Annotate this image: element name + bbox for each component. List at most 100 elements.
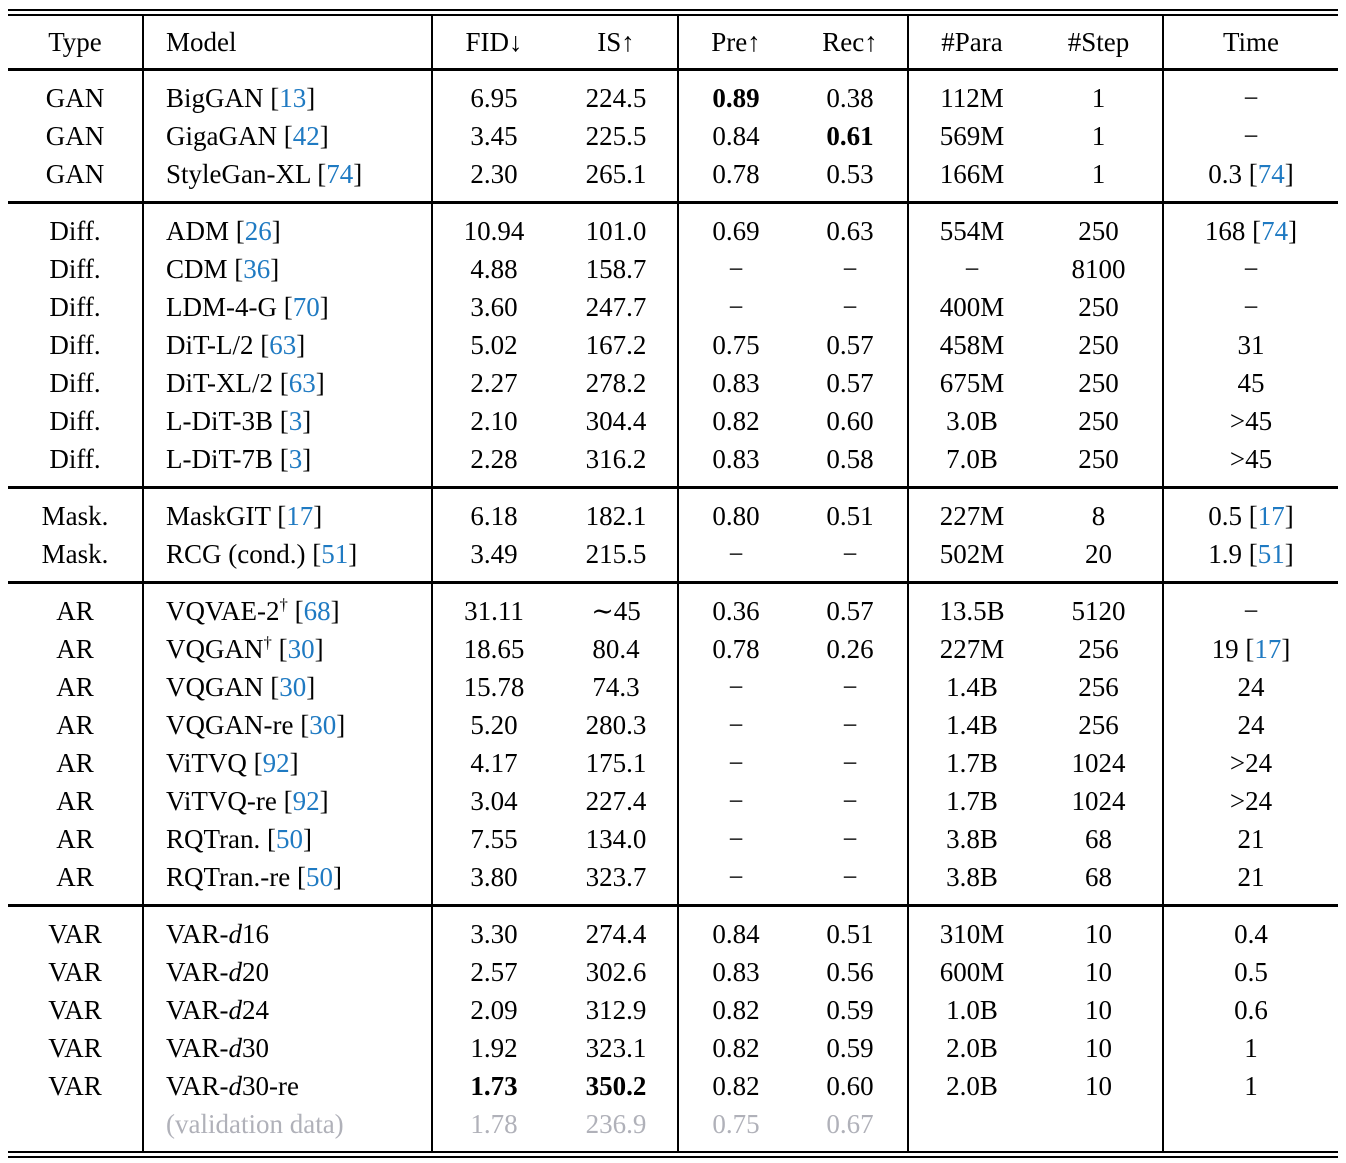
col-header-para: #Para: [908, 16, 1035, 71]
cell-is: 280.3: [555, 706, 679, 744]
cell-para: 1.0B: [946, 994, 998, 1025]
cell-fid: 2.30: [470, 158, 518, 189]
citation-link[interactable]: 26: [244, 215, 272, 246]
cell-fid: 4.88: [470, 253, 518, 284]
cell-step: 68: [1035, 820, 1164, 858]
cell-type: Diff.: [8, 250, 144, 288]
cell-fid: 10.94: [432, 201, 555, 250]
cell-model: RQTran. [50]: [143, 820, 433, 858]
cell-time: 0.5: [1234, 956, 1268, 987]
cell-rec: −: [793, 858, 909, 906]
citation-link[interactable]: 50: [276, 823, 304, 854]
cell-fid: 31.11: [432, 581, 555, 630]
cell-is: 350.2: [555, 1067, 679, 1105]
cell-model: ADM [26]: [143, 201, 433, 250]
citation-link[interactable]: 17: [1254, 633, 1282, 664]
cell-pre: −: [728, 861, 744, 892]
cell-pre: 0.82: [712, 994, 760, 1025]
cell-para: 554M: [908, 201, 1035, 250]
table-header: Type Model FID↓ IS↑ Pre↑ Rec↑ #Para #Ste…: [8, 16, 1338, 71]
cell-step: 10: [1035, 991, 1164, 1029]
citation-link[interactable]: 92: [292, 785, 320, 816]
cell-pre: −: [728, 253, 744, 284]
cell-rec: 0.61: [793, 117, 909, 155]
citation-link[interactable]: 51: [321, 538, 349, 569]
cell-para: 2.0B: [946, 1032, 998, 1063]
cell-step: 250: [1035, 440, 1164, 488]
citation-link[interactable]: 3: [288, 405, 303, 436]
cell-type: Diff.: [8, 402, 144, 440]
cell-type: Mask.: [8, 535, 144, 583]
citation-link[interactable]: 74: [1257, 158, 1285, 189]
cell-para: 13.5B: [908, 581, 1035, 630]
cell-para: 227M: [908, 486, 1035, 535]
citation-link[interactable]: 74: [326, 158, 354, 189]
citation-link[interactable]: 36: [243, 253, 271, 284]
citation-link[interactable]: 51: [1257, 538, 1285, 569]
cell-step: 10: [1035, 953, 1164, 991]
cell-fid: 5.20: [470, 709, 518, 740]
cell-pre: 0.36: [678, 581, 793, 630]
citation-link[interactable]: 68: [303, 595, 331, 626]
cell-type: GAN: [8, 117, 144, 155]
cell-model: VQGAN [30]: [143, 668, 433, 706]
citation-link[interactable]: 3: [288, 443, 303, 474]
cell-is: 175.1: [555, 744, 679, 782]
cell-model: DiT-L/2 [63]: [143, 326, 433, 364]
cell-fid: 2.28: [470, 443, 518, 474]
cell-time: −: [1243, 82, 1259, 113]
cell-time: 0.4: [1163, 904, 1338, 953]
cell-fid: 2.10: [470, 405, 518, 436]
table-row: VAR VAR-d30 1.92 323.1 0.82 0.59 2.0B 10 1: [8, 1029, 1338, 1067]
cell-is: 182.1: [555, 486, 679, 535]
cell-rec: 0.59: [793, 1029, 909, 1067]
cell-para: 458M: [939, 329, 1005, 360]
cell-pre: 0.82: [712, 1032, 760, 1063]
table-row: Diff. L-DiT-3B [3] 2.10 304.4 0.82 0.60 3.0B 25…: [8, 402, 1338, 440]
citation-link[interactable]: 13: [279, 82, 307, 113]
table-bottom-rule: [8, 1151, 1338, 1158]
table-row: VAR VAR-d16 3.30 274.4 0.84 0.51 310M 10 0.4: [8, 904, 1338, 953]
cell-step: 256: [1035, 630, 1164, 668]
cell-fid: 2.57: [470, 956, 518, 987]
citation-link[interactable]: 50: [305, 861, 333, 892]
citation-link[interactable]: 63: [269, 329, 297, 360]
citation-link[interactable]: 70: [292, 291, 320, 322]
cell-pre: −: [728, 785, 744, 816]
cell-is: 80.4: [555, 630, 679, 668]
cell-para: 2.0B: [946, 1070, 998, 1101]
cell-pre: −: [728, 538, 744, 569]
table-row: AR ViTVQ-re [92] 3.04 227.4 − − 1.7B 1024 >24: [8, 782, 1338, 820]
cell-pre: 0.78: [712, 158, 760, 189]
cell-model: StyleGan-XL [74]: [143, 155, 433, 203]
citation-link[interactable]: 30: [309, 709, 337, 740]
cell-type: AR: [8, 858, 144, 906]
cell-is: 74.3: [555, 668, 679, 706]
cell-para: 310M: [908, 904, 1035, 953]
cell-rec: −: [793, 782, 909, 820]
cell-rec: 0.57: [793, 364, 909, 402]
col-header-time: Time: [1163, 16, 1338, 71]
citation-link[interactable]: 63: [288, 367, 316, 398]
cell-is: 224.5: [555, 69, 679, 117]
citation-link[interactable]: 74: [1261, 215, 1289, 246]
citation-link[interactable]: 30: [287, 633, 315, 664]
citation-link[interactable]: 17: [286, 500, 314, 531]
citation-link[interactable]: 42: [292, 120, 320, 151]
cell-time: 1.9 [51]: [1208, 538, 1294, 569]
cell-pre: 0.83: [712, 367, 760, 398]
citation-link[interactable]: 17: [1257, 500, 1285, 531]
cell-is: 323.7: [555, 858, 679, 906]
cell-step: 1: [1035, 155, 1164, 203]
cell-type: AR: [8, 820, 144, 858]
citation-link[interactable]: 30: [279, 671, 307, 702]
cell-para: 3.8B: [946, 861, 998, 892]
cell-rec: 0.57: [793, 581, 909, 630]
cell-fid: 2.27: [470, 367, 518, 398]
cell-type: AR: [8, 744, 144, 782]
cell-step: 5120: [1035, 581, 1164, 630]
cell-is: 236.9: [555, 1105, 679, 1151]
cell-model: MaskGIT [17]: [143, 486, 433, 535]
cell-rec: 0.38: [793, 69, 909, 117]
citation-link[interactable]: 92: [262, 747, 290, 778]
